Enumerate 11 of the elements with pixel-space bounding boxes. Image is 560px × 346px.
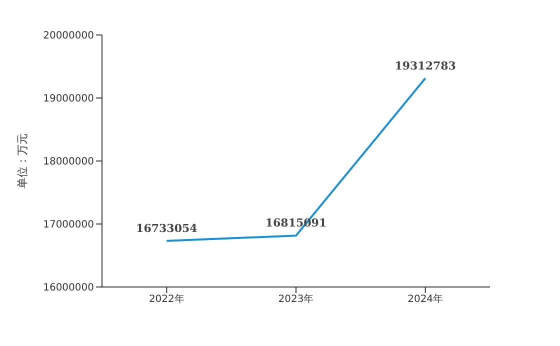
- x-tick-label: 2024年: [408, 293, 444, 306]
- y-tick-label: 17000000: [43, 220, 94, 231]
- y-axis-title: 单位：万元: [16, 134, 29, 188]
- y-tick-label: 16000000: [43, 282, 94, 294]
- y-tick-label: 18000000: [43, 156, 94, 168]
- y-tick-label: 20000000: [43, 30, 94, 42]
- x-tick-label: 2022年: [148, 293, 184, 306]
- data-label: 16733054: [136, 222, 198, 235]
- y-tick-label: 19000000: [43, 94, 94, 105]
- x-tick-label: 2023年: [278, 293, 314, 306]
- data-label: 19312783: [394, 59, 456, 72]
